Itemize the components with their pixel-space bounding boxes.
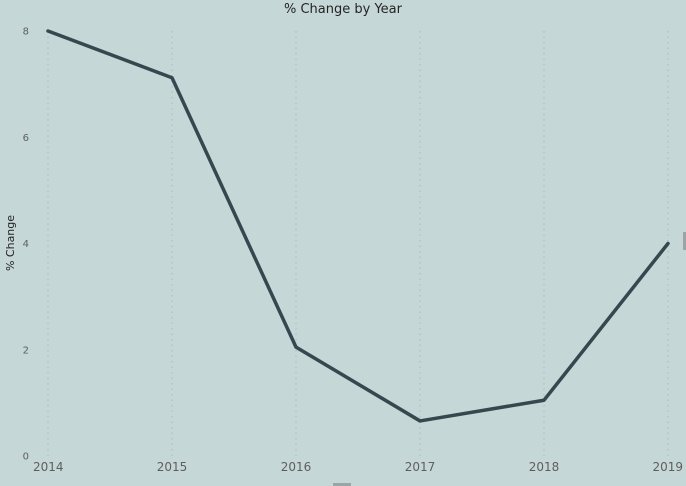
y-axis-label: % Change	[4, 215, 17, 271]
x-tick-label: 2015	[157, 460, 188, 474]
y-tick-label: 2	[23, 345, 29, 356]
data-point-2015[interactable]	[167, 73, 177, 83]
data-point-2017[interactable]	[415, 416, 425, 426]
data-point-2018[interactable]	[539, 395, 549, 405]
series-line-0[interactable]	[46, 29, 670, 423]
y-tick-label: 4	[23, 239, 29, 250]
x-tick-label: 2017	[405, 460, 436, 474]
resize-handle-bottom[interactable]	[333, 483, 351, 486]
x-axis-ticks: 2014 2015 2016 2017 2018 2019	[33, 460, 683, 474]
chart-title: % Change by Year	[284, 2, 403, 17]
x-tick-label: 2016	[281, 460, 312, 474]
grid-lines	[47, 31, 669, 456]
x-tick-label: 2018	[529, 460, 560, 474]
data-point-2019[interactable]	[663, 239, 673, 249]
y-tick-label: 0	[23, 452, 29, 463]
y-tick-label: 8	[23, 27, 29, 38]
x-tick-label: 2014	[33, 460, 64, 474]
data-point-2014[interactable]	[43, 26, 53, 36]
y-axis-ticks: 0 2 4 6 8	[23, 27, 29, 463]
series-layer	[43, 26, 673, 426]
y-tick-label: 6	[23, 133, 29, 144]
resize-handle-right[interactable]	[683, 232, 686, 250]
x-tick-label: 2019	[652, 460, 683, 474]
data-point-2016[interactable]	[291, 342, 301, 352]
